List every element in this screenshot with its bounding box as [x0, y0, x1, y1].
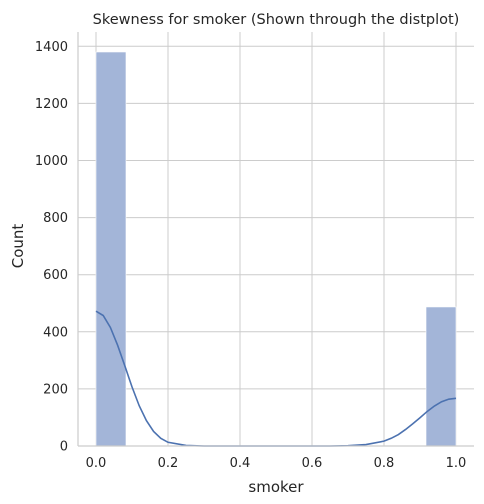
- x-tick-label: 0.4: [230, 456, 251, 471]
- x-tick-label: 0.2: [158, 456, 179, 471]
- y-tick-label: 800: [43, 211, 68, 226]
- x-axis-title: smoker: [248, 478, 304, 496]
- y-tick-label: 600: [43, 268, 68, 283]
- tick-labels: 0.0 0.2 0.4 0.6 0.8 1.0 0 200 400 600 800 1000 1200 1…: [35, 40, 466, 471]
- y-axis-title: Count: [9, 224, 27, 269]
- x-tick-label: 0.6: [302, 456, 323, 471]
- y-tick-label: 0: [60, 440, 68, 455]
- grid-lines: [78, 32, 474, 447]
- y-tick-label: 400: [43, 325, 68, 340]
- x-tick-label: 1.0: [446, 456, 467, 471]
- y-tick-label: 1400: [35, 40, 68, 55]
- axis-spines: [77, 32, 474, 447]
- x-tick-label: 0.8: [374, 456, 395, 471]
- histogram-bars: [95, 51, 457, 447]
- y-tick-label: 1000: [35, 154, 68, 169]
- histogram-bar: [95, 51, 127, 447]
- y-tick-label: 200: [43, 382, 68, 397]
- chart-title: Skewness for smoker (Shown through the d…: [93, 12, 460, 28]
- histogram-bar: [425, 306, 457, 447]
- x-tick-label: 0.0: [86, 456, 107, 471]
- y-tick-label: 1200: [35, 97, 68, 112]
